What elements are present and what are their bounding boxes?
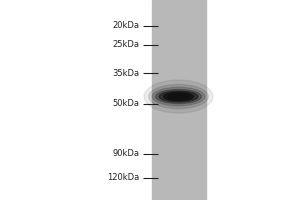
Text: 35kDa: 35kDa bbox=[112, 69, 140, 78]
Ellipse shape bbox=[159, 91, 198, 102]
Ellipse shape bbox=[156, 89, 202, 104]
Bar bbox=[152, 0, 206, 200]
Ellipse shape bbox=[168, 94, 189, 100]
Ellipse shape bbox=[144, 80, 213, 113]
Text: 120kDa: 120kDa bbox=[107, 173, 140, 182]
Text: 50kDa: 50kDa bbox=[112, 99, 140, 108]
Ellipse shape bbox=[164, 92, 194, 101]
Text: 25kDa: 25kDa bbox=[112, 40, 140, 49]
Text: 90kDa: 90kDa bbox=[112, 149, 140, 158]
Ellipse shape bbox=[152, 87, 205, 106]
Ellipse shape bbox=[149, 84, 208, 109]
Text: 20kDa: 20kDa bbox=[112, 21, 140, 30]
